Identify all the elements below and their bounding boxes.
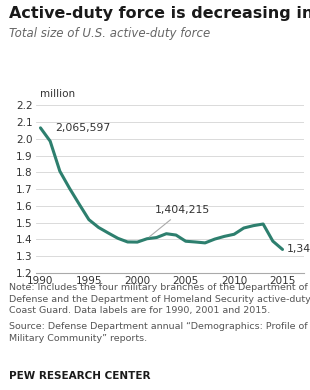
Text: PEW RESEARCH CENTER: PEW RESEARCH CENTER xyxy=(9,371,151,381)
Text: 1,404,215: 1,404,215 xyxy=(149,205,210,237)
Text: 2,065,597: 2,065,597 xyxy=(55,123,110,133)
Text: Note: Includes the four military branches of the Department of
Defense and the D: Note: Includes the four military branche… xyxy=(9,283,310,316)
Text: Active-duty force is decreasing in size: Active-duty force is decreasing in size xyxy=(9,6,310,21)
Text: 1,340,533: 1,340,533 xyxy=(286,245,310,254)
Text: Total size of U.S. active-duty force: Total size of U.S. active-duty force xyxy=(9,27,210,40)
Text: million: million xyxy=(41,89,76,99)
Text: Source: Defense Department annual “Demographics: Profile of the
Military Communi: Source: Defense Department annual “Demog… xyxy=(9,322,310,342)
